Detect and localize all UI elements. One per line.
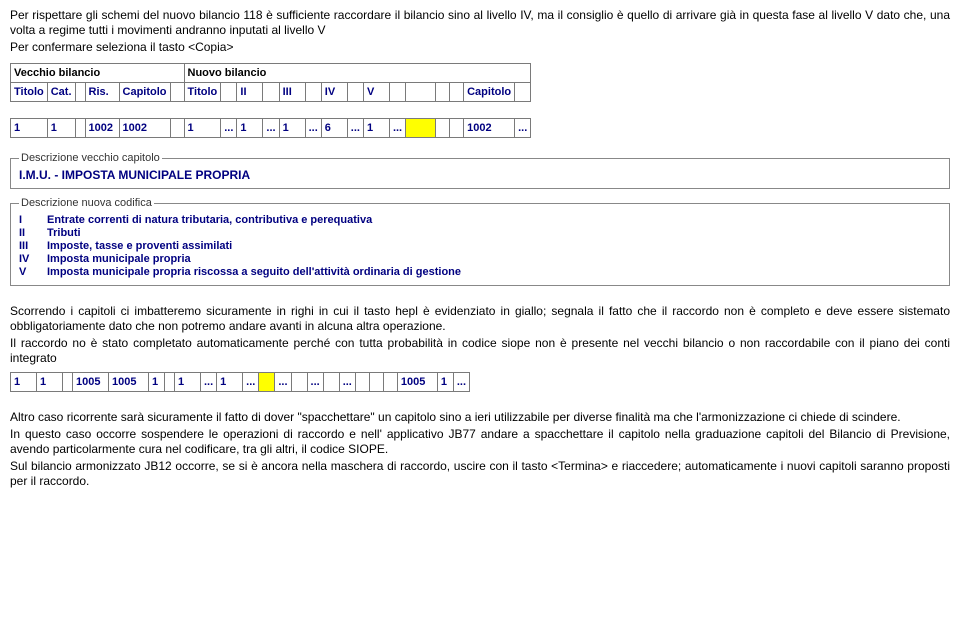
col-header bbox=[436, 83, 450, 102]
codifica-level: II bbox=[19, 227, 47, 239]
data-cell bbox=[170, 119, 184, 138]
codifica-text: Imposte, tasse e proventi assimilati bbox=[47, 240, 941, 252]
col-header bbox=[305, 83, 321, 102]
paragraph: In questo caso occorre sospendere le ope… bbox=[10, 427, 950, 457]
bilancio-table-wrap: Vecchio bilancioNuovo bilancioTitoloCat.… bbox=[10, 63, 950, 138]
data-cell: 1002 bbox=[119, 119, 170, 138]
data-cell: ... bbox=[263, 119, 279, 138]
col-header: Titolo bbox=[11, 83, 48, 102]
data-cell: 6 bbox=[321, 119, 347, 138]
data-cell bbox=[450, 119, 464, 138]
col-header bbox=[450, 83, 464, 102]
codifica-level: IV bbox=[19, 253, 47, 265]
data-cell bbox=[406, 119, 436, 138]
codifica-text: Imposta municipale propria riscossa a se… bbox=[47, 266, 941, 278]
data-cell: ... bbox=[221, 119, 237, 138]
codifica-row: IVImposta municipale propria bbox=[19, 253, 941, 265]
mini-row-wrap: 111005100511...1............10051... bbox=[10, 372, 950, 392]
data-cell bbox=[165, 373, 175, 392]
bilancio-table: Vecchio bilancioNuovo bilancioTitoloCat.… bbox=[10, 63, 531, 138]
fieldset-legend: Descrizione nuova codifica bbox=[19, 197, 154, 209]
bottom-paragraphs: Altro caso ricorrente sarà sicuramente i… bbox=[10, 410, 950, 489]
data-cell: 1 bbox=[37, 373, 63, 392]
paragraph: Scorrendo i capitoli ci imbatteremo sicu… bbox=[10, 304, 950, 334]
data-cell: 1 bbox=[11, 373, 37, 392]
data-cell bbox=[63, 373, 73, 392]
codifica-row: IEntrate correnti di natura tributaria, … bbox=[19, 214, 941, 226]
data-cell bbox=[75, 119, 85, 138]
data-cell: 1 bbox=[184, 119, 221, 138]
header-vecchio: Vecchio bilancio bbox=[11, 64, 185, 83]
codifica-row: VImposta municipale propria riscossa a s… bbox=[19, 266, 941, 278]
data-cell: ... bbox=[305, 119, 321, 138]
col-header bbox=[221, 83, 237, 102]
codifica-level: III bbox=[19, 240, 47, 252]
data-cell: 1 bbox=[175, 373, 201, 392]
codifica-row: IIIImposte, tasse e proventi assimilati bbox=[19, 240, 941, 252]
data-cell bbox=[323, 373, 339, 392]
data-cell: 1005 bbox=[397, 373, 437, 392]
data-cell: ... bbox=[201, 373, 217, 392]
data-cell: ... bbox=[389, 119, 405, 138]
codifica-text: Entrate correnti di natura tributaria, c… bbox=[47, 214, 941, 226]
data-cell: 1 bbox=[363, 119, 389, 138]
col-header: V bbox=[363, 83, 389, 102]
col-header: Capitolo bbox=[119, 83, 170, 102]
col-header bbox=[406, 83, 436, 102]
data-cell: ... bbox=[243, 373, 259, 392]
data-cell bbox=[291, 373, 307, 392]
col-header bbox=[170, 83, 184, 102]
fieldset-new-codifica: Descrizione nuova codifica IEntrate corr… bbox=[10, 197, 950, 286]
data-cell: 1 bbox=[149, 373, 165, 392]
col-header bbox=[389, 83, 405, 102]
fieldset-old-desc: Descrizione vecchio capitolo I.M.U. - IM… bbox=[10, 152, 950, 189]
col-header: Cat. bbox=[47, 83, 75, 102]
data-cell bbox=[436, 119, 450, 138]
data-cell: ... bbox=[275, 373, 291, 392]
paragraph: Altro caso ricorrente sarà sicuramente i… bbox=[10, 410, 950, 425]
col-header: II bbox=[237, 83, 263, 102]
codifica-text: Imposta municipale propria bbox=[47, 253, 941, 265]
codifica-row: IITributi bbox=[19, 227, 941, 239]
codifica-text: Tributi bbox=[47, 227, 941, 239]
col-header: IV bbox=[321, 83, 347, 102]
data-cell bbox=[383, 373, 397, 392]
col-header bbox=[515, 83, 531, 102]
data-cell: 1 bbox=[237, 119, 263, 138]
data-cell: ... bbox=[515, 119, 531, 138]
data-cell bbox=[355, 373, 369, 392]
col-header: Titolo bbox=[184, 83, 221, 102]
data-cell: 1002 bbox=[85, 119, 119, 138]
paragraph: Per confermare seleziona il tasto <Copia… bbox=[10, 40, 950, 55]
col-header: Ris. bbox=[85, 83, 119, 102]
mini-row-table: 111005100511...1............10051... bbox=[10, 372, 470, 392]
old-desc-text: I.M.U. - IMPOSTA MUNICIPALE PROPRIA bbox=[19, 168, 941, 182]
paragraph: Sul bilancio armonizzato JB12 occorre, s… bbox=[10, 459, 950, 489]
fieldset-legend: Descrizione vecchio capitolo bbox=[19, 152, 162, 164]
data-cell: ... bbox=[339, 373, 355, 392]
paragraph: Il raccordo no è stato completato automa… bbox=[10, 336, 950, 366]
codifica-level: V bbox=[19, 266, 47, 278]
col-header bbox=[347, 83, 363, 102]
col-header bbox=[75, 83, 85, 102]
data-cell: 1 bbox=[217, 373, 243, 392]
data-cell: 1 bbox=[11, 119, 48, 138]
data-cell: ... bbox=[307, 373, 323, 392]
col-header: Capitolo bbox=[464, 83, 515, 102]
data-cell: ... bbox=[453, 373, 469, 392]
col-header: III bbox=[279, 83, 305, 102]
paragraph: Per rispettare gli schemi del nuovo bila… bbox=[10, 8, 950, 38]
data-cell: 1 bbox=[279, 119, 305, 138]
data-cell: 1005 bbox=[109, 373, 149, 392]
data-cell: 1002 bbox=[464, 119, 515, 138]
data-cell bbox=[369, 373, 383, 392]
codifica-level: I bbox=[19, 214, 47, 226]
col-header bbox=[263, 83, 279, 102]
data-cell: 1 bbox=[437, 373, 453, 392]
data-cell bbox=[259, 373, 275, 392]
header-nuovo: Nuovo bilancio bbox=[184, 64, 531, 83]
data-cell: 1 bbox=[47, 119, 75, 138]
data-cell: 1005 bbox=[73, 373, 109, 392]
data-cell: ... bbox=[347, 119, 363, 138]
